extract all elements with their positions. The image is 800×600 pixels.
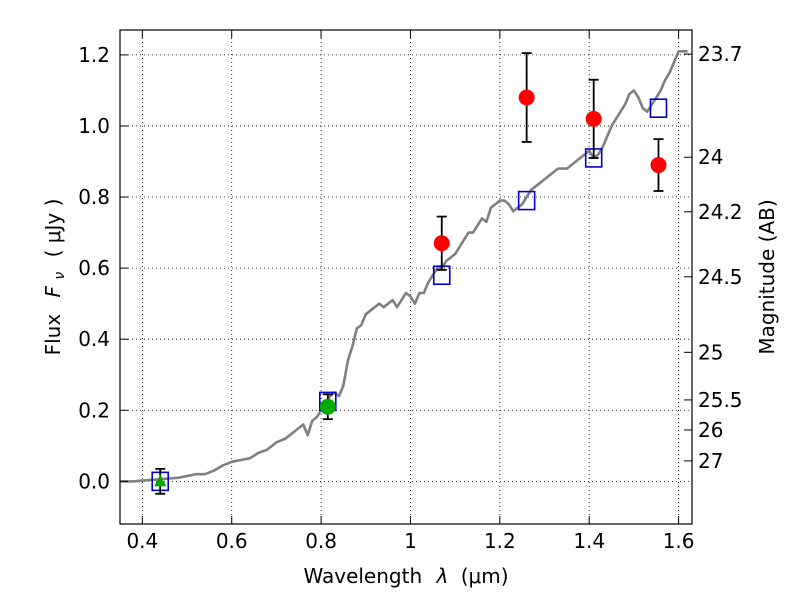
y-tick-label: 0.0: [78, 469, 110, 493]
x-tick-label: 1.2: [484, 529, 516, 553]
x-tick-label: 1.4: [573, 529, 605, 553]
y-tick-label: 1.0: [78, 114, 110, 138]
y-tick-label: 0.4: [78, 327, 110, 351]
right-axis-label: Magnitude (AB): [755, 199, 779, 354]
plot-frame: [119, 29, 693, 525]
x-tick-label: 0.4: [126, 529, 158, 553]
x-tick-label: 0.6: [216, 529, 248, 553]
y-tick-label: 1.2: [78, 43, 110, 67]
x-axis-label-symbol: λ: [436, 564, 449, 588]
x-tick-label: 0.8: [305, 529, 337, 553]
mag-tick-label: 25: [698, 340, 723, 364]
mag-tick-label: 26: [698, 418, 723, 442]
mag-tick-label: 23.7: [698, 42, 743, 66]
mag-tick-label: 27: [698, 449, 723, 473]
mag-tick-label: 24: [698, 145, 723, 169]
model-spectrum-line: [120, 50, 688, 483]
red-observed-point: [433, 235, 450, 252]
y-tick-label: 0.6: [78, 256, 110, 280]
y-tick-label: 0.2: [78, 398, 110, 422]
y-axis-label-symbol: F: [41, 285, 65, 297]
grid-lines: [120, 30, 692, 524]
red-observed-point: [518, 89, 535, 106]
model-point-square: [649, 98, 668, 118]
y-tick-label: 0.8: [78, 185, 110, 209]
mag-tick-label: 24.5: [698, 265, 743, 289]
x-axis-label-text: Wavelength: [303, 564, 422, 588]
green-observed-point: [319, 398, 336, 415]
green-triangle-point: [154, 474, 167, 487]
x-axis-label-unit: (μm): [461, 564, 509, 588]
red-observed-point: [650, 157, 667, 174]
data-points: [151, 52, 668, 495]
y-axis-label-text: Flux: [41, 314, 65, 356]
y-axis-label: Flux F ν ( μJy ): [41, 199, 69, 356]
mag-tick-label: 25.5: [698, 388, 743, 412]
x-tick-label: 1.6: [663, 529, 695, 553]
red-observed-point: [585, 110, 602, 127]
axis-ticks: 0.4 0.6 0.8 1 1.2 1.4 1.6 0.0 0.2 0.4 0.6 0.8 1.0 1.2…: [78, 30, 743, 553]
model-spectrum: [120, 50, 688, 483]
mag-tick-label: 24.2: [698, 200, 743, 224]
x-axis-label: Wavelength λ (μm): [303, 564, 508, 588]
model-point-square: [517, 190, 536, 211]
y-axis-label-unit: ( μJy ): [41, 199, 65, 258]
y-axis-label-subscript: ν: [52, 272, 68, 280]
x-tick-label: 1: [404, 529, 417, 553]
